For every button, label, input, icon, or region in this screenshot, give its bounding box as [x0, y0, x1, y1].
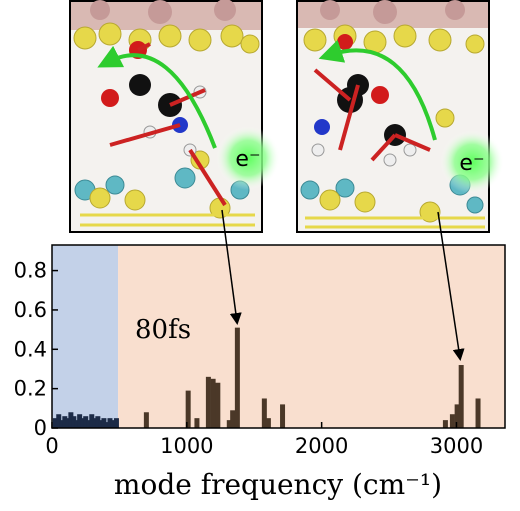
bar: [52, 418, 58, 428]
bar: [210, 378, 216, 428]
bar: [65, 418, 71, 428]
y-tick-label: 0.2: [14, 377, 47, 401]
bar: [110, 420, 116, 428]
bar: [68, 412, 74, 428]
bar: [265, 418, 271, 428]
x-tick-label: 3000: [430, 434, 483, 458]
bar: [101, 418, 107, 428]
pointer-arrows: [221, 209, 465, 361]
y-tick-label: 0.8: [14, 259, 47, 283]
bar: [194, 418, 200, 428]
bar: [83, 416, 89, 428]
bar: [104, 422, 110, 428]
bar: [98, 420, 104, 428]
bar: [74, 420, 80, 428]
bar: [449, 414, 455, 428]
x-tick-label: 0: [45, 434, 58, 458]
electron-label: e⁻: [459, 151, 484, 176]
inset-left: e⁻: [69, 0, 280, 233]
x-tick-label: 2000: [295, 434, 348, 458]
bar: [280, 404, 286, 428]
bar: [113, 418, 119, 428]
bar: [475, 398, 481, 428]
electron-label: e⁻: [235, 147, 260, 172]
y-tick-label: 0.4: [14, 337, 47, 361]
bar: [230, 410, 236, 428]
bar: [205, 376, 211, 428]
bar: [107, 418, 113, 428]
bar: [185, 390, 191, 428]
axes-frame: [51, 244, 506, 429]
bar: [95, 416, 101, 428]
y-tick-label: 0: [34, 416, 47, 440]
bar: [234, 327, 240, 428]
bar: [143, 412, 149, 428]
bar: [59, 420, 65, 428]
bar: [454, 404, 460, 428]
plot-area: 0 0.2 0.4 0.6 0.8 0 1000 2000 3000: [14, 244, 506, 458]
bar: [442, 420, 448, 428]
bar: [80, 418, 86, 428]
bar: [215, 382, 221, 428]
bar: [458, 365, 464, 428]
bar: [226, 420, 232, 428]
inset-right: e⁻: [296, 0, 504, 233]
annotation: 80fs: [135, 315, 191, 345]
y-tick-label: 0.6: [14, 298, 47, 322]
bar: [56, 414, 62, 428]
x-axis-label: mode frequency (cm⁻¹): [114, 468, 442, 501]
bar: [77, 414, 83, 428]
bar: [62, 416, 68, 428]
bar: [71, 416, 77, 428]
x-tick-label: 1000: [160, 434, 213, 458]
shaded-region: [118, 245, 505, 428]
bar: [92, 418, 98, 428]
bar: [261, 398, 267, 428]
shaded-region: [52, 245, 119, 428]
bar: [89, 414, 95, 428]
bar: [86, 420, 92, 428]
